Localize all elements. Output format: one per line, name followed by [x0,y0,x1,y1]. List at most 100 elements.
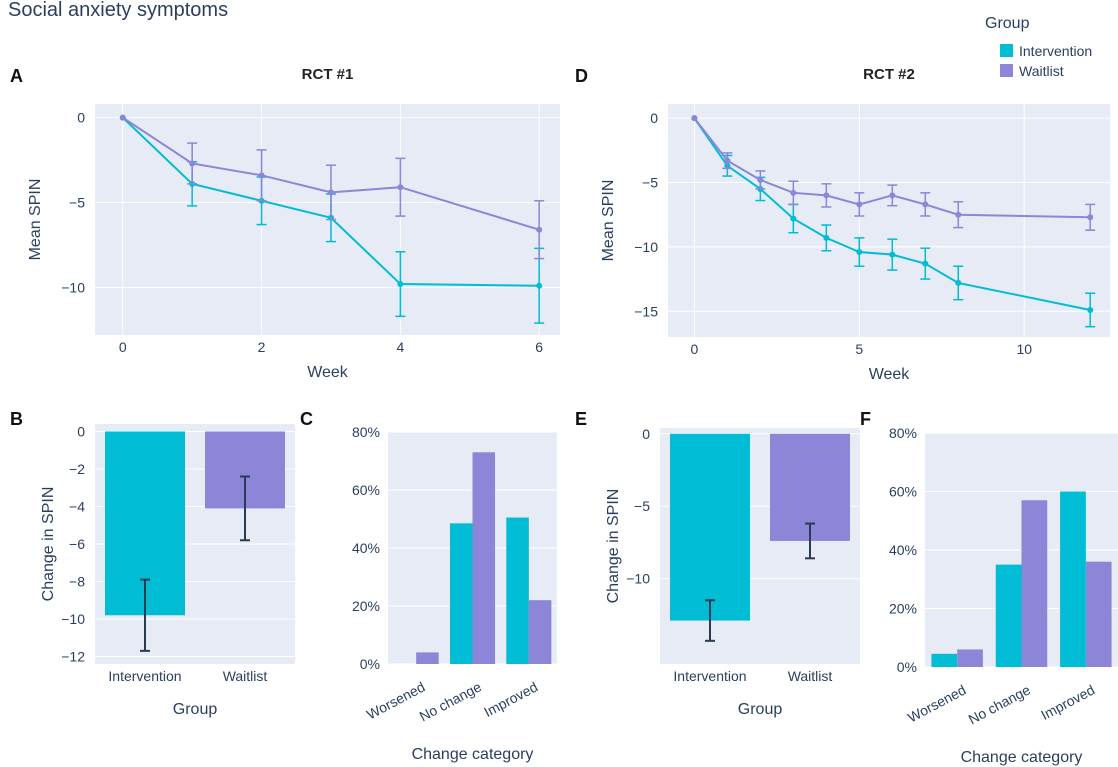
x-axis-label: Group [173,701,218,718]
series-line-intervention [693,117,1091,311]
bar-intervention [1060,491,1086,667]
y-tick-label: −12 [61,649,85,665]
x-tick-label: Improved [1038,682,1097,724]
x-tick-label: 5 [855,341,863,357]
y-tick-label: 20% [352,598,380,614]
panel-letter-a: A [10,66,23,86]
bar-intervention [506,517,529,664]
panel-d-rct2-line-chart: 0 5 10 0 −5 −10 −15 RCT #2 Week Mean SPIN [600,66,1110,383]
data-point [1087,306,1094,313]
legend-label-intervention: Intervention [1019,43,1092,59]
y-tick-label: −10 [61,611,85,627]
y-axis-label: Mean SPIN [27,179,44,261]
bar-waitlist [472,452,496,664]
y-tick-label: −10 [626,571,650,587]
bar-intervention [995,564,1022,667]
data-point [823,192,830,199]
series-line-intervention [122,116,540,287]
panel-letter-f: F [860,409,871,429]
x-tick-label: No change [417,678,484,724]
bar-waitlist [528,600,552,664]
panel-b-rct1-change-bar-chart: 0 −2 −4 −6 −8 −10 −12 Intervention Waitlist Group… [40,424,295,718]
data-point [189,160,196,167]
data-point [724,157,731,164]
x-tick-label: No change [966,681,1033,727]
y-tick-label: −5 [69,195,85,211]
data-point [823,234,830,241]
y-tick-label: 40% [352,540,380,556]
x-tick-label: 0 [690,341,698,357]
y-tick-label: 0 [642,426,650,442]
bar-intervention [449,523,473,664]
series-line-waitlist [122,116,540,231]
x-tick-label: 0 [119,339,127,355]
x-tick-label: Improved [481,679,540,721]
data-point [119,114,126,121]
y-tick-label: −4 [69,499,85,515]
data-point [397,184,404,191]
y-axis-label: Change in SPIN [605,489,622,604]
x-tick-label: 6 [535,339,543,355]
bar-waitlist [957,649,983,667]
x-tick-label: Intervention [673,668,746,684]
y-tick-label: 20% [889,601,917,617]
y-tick-label: −10 [61,279,85,295]
y-tick-label: 80% [352,424,380,440]
y-tick-label: 40% [889,542,917,558]
bar-intervention [670,433,750,621]
data-point [691,115,698,122]
data-point [856,201,863,208]
data-point [258,172,265,179]
y-tick-label: 60% [352,482,380,498]
y-tick-label: −5 [642,175,658,191]
x-tick-label: 10 [1016,341,1032,357]
x-axis-label: Change category [961,749,1083,766]
x-tick-label: 2 [258,339,266,355]
data-point [790,215,797,222]
data-point [757,176,764,183]
legend-label-waitlist: Waitlist [1019,63,1064,79]
y-tick-label: −5 [634,498,650,514]
legend: Group Intervention Waitlist [985,15,1092,79]
legend-title: Group [985,15,1030,32]
bar-waitlist [416,652,439,664]
series-line-waitlist [693,117,1091,219]
x-axis-label: Change category [412,746,534,763]
data-point [955,279,962,286]
y-tick-label: 80% [889,425,917,441]
data-point [922,201,929,208]
y-tick-label: −6 [69,536,85,552]
x-tick-label: Worsened [364,679,428,723]
bar-waitlist [1085,561,1112,667]
x-tick-label: Worsened [905,682,969,726]
data-point [327,189,334,196]
data-point [536,226,543,233]
data-point [856,249,863,256]
y-tick-label: −10 [634,239,658,255]
panel-e-rct2-change-bar-chart: 0 −5 −10 Intervention Waitlist Group Change in… [605,426,860,718]
x-axis-label: Week [307,364,349,381]
x-axis-label: Group [738,701,783,718]
data-point [790,189,797,196]
data-point [922,260,929,267]
y-tick-label: 0% [897,659,917,675]
x-tick-label: Intervention [108,668,181,684]
y-axis-label: Mean SPIN [600,180,617,262]
chart-title: RCT #1 [302,66,354,83]
data-point [889,251,896,258]
panel-letter-b: B [10,409,23,429]
bar-intervention [931,653,958,667]
panel-letter-d: D [575,66,588,86]
y-tick-label: −2 [69,461,85,477]
figure-title: Social anxiety symptoms [8,0,228,21]
plot-area [668,104,1110,337]
data-point [955,211,962,218]
y-tick-label: 0 [77,110,85,126]
panel-letter-c: C [300,409,313,429]
legend-swatch-intervention [1000,44,1013,57]
x-tick-label: Waitlist [788,668,833,684]
data-point [889,192,896,199]
y-tick-label: −15 [634,303,658,319]
